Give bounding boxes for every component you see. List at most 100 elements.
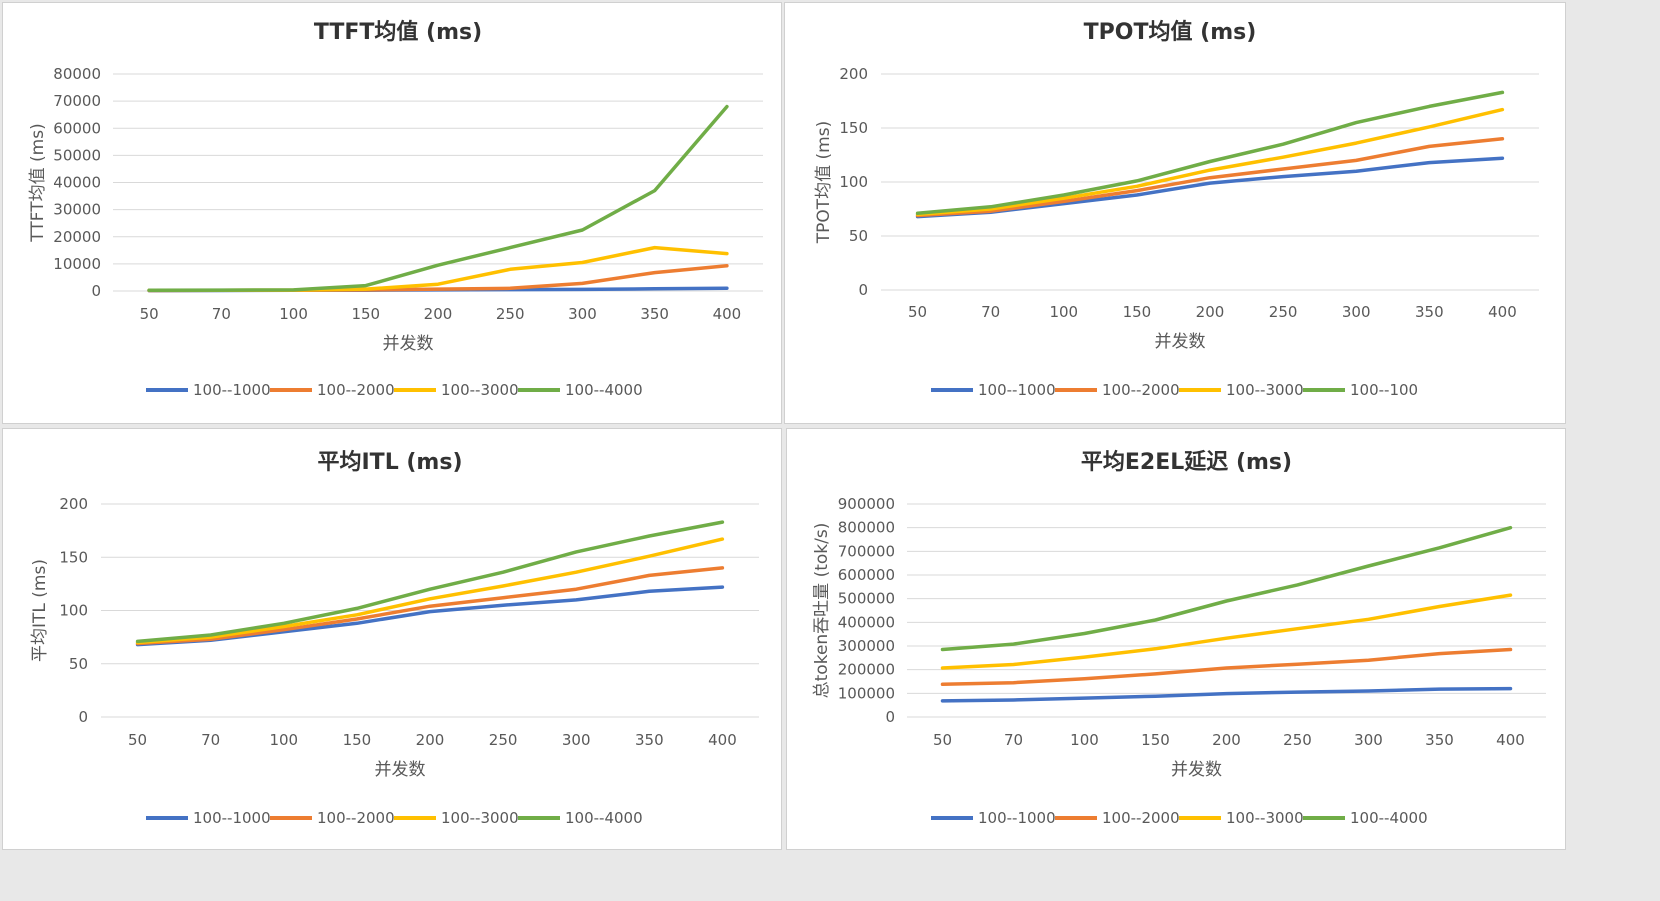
y-axis-label: 总token吞吐量 (tok/s) (812, 523, 832, 699)
y-tick-label: 100 (839, 173, 868, 191)
series-line-2 (147, 264, 729, 293)
series-line-4 (940, 525, 1513, 652)
legend-label: 100--1000 (978, 381, 1056, 399)
y-tick-label: 800000 (838, 519, 895, 537)
x-tick-label: 70 (212, 305, 231, 323)
series-line-3 (135, 537, 725, 645)
x-tick-label: 200 (1196, 303, 1225, 321)
y-tick-label: 70000 (53, 92, 101, 110)
y-tick-label: 40000 (53, 174, 101, 192)
x-tick-label: 150 (351, 305, 380, 323)
series-line-2 (940, 647, 1513, 687)
chart-svg: 平均E2EL延迟 (ms) 0 100000 200000 300000 400000 50… (812, 449, 1546, 827)
x-tick-label: 400 (1488, 303, 1517, 321)
x-tick-label: 250 (489, 731, 518, 749)
x-tick-label: 300 (1342, 303, 1371, 321)
y-tick-label: 30000 (53, 201, 101, 219)
x-tick-label: 100 (279, 305, 308, 323)
series-line-2 (915, 137, 1505, 218)
legend-label: 100--3000 (441, 381, 519, 399)
legend-label: 100--4000 (565, 381, 643, 399)
series-line-4 (147, 104, 729, 292)
x-tick-label: 300 (1354, 731, 1383, 749)
chart-svg: TPOT均值 (ms) 0 50 100 150 200 50 70 100 150 200 250 3… (814, 19, 1539, 399)
series-line-4 (135, 520, 725, 644)
y-tick-label: 50 (69, 655, 88, 673)
x-tick-label: 250 (1283, 731, 1312, 749)
y-tick-label: 150 (59, 548, 88, 566)
series-line-1 (940, 686, 1513, 703)
series-line-3 (940, 593, 1513, 670)
y-axis-label: TPOT均值 (ms) (814, 121, 834, 245)
chart-panel-itl: 平均ITL (ms) 0 50 100 150 200 50 70 100 150 200 250 30… (2, 428, 782, 850)
y-tick-label: 300000 (838, 637, 895, 655)
x-tick-label: 70 (201, 731, 220, 749)
y-axis-label: TTFT均值 (ms) (28, 123, 48, 242)
legend-label: 100--3000 (1226, 381, 1304, 399)
series-line-3 (915, 107, 1505, 217)
y-tick-label: 0 (885, 708, 895, 726)
legend-label: 100--1000 (978, 809, 1056, 827)
x-axis-label: 并发数 (1155, 332, 1206, 352)
legend-label: 100--1000 (193, 381, 271, 399)
x-tick-label: 300 (568, 305, 597, 323)
legend-label: 100--2000 (317, 809, 395, 827)
y-tick-label: 50 (849, 227, 868, 245)
x-tick-label: 150 (1141, 731, 1170, 749)
legend-label: 100--2000 (1102, 381, 1180, 399)
x-tick-label: 350 (635, 731, 664, 749)
chart-svg: 平均ITL (ms) 0 50 100 150 200 50 70 100 150 200 250 30… (30, 449, 759, 827)
x-tick-label: 400 (713, 305, 742, 323)
y-tick-label: 0 (91, 282, 101, 300)
y-tick-label: 700000 (838, 542, 895, 560)
chart-panel-ttft: TTFT均值 (ms) 0 10000 20000 30000 40000 50000 600… (2, 2, 782, 424)
y-tick-label: 200 (59, 495, 88, 513)
y-tick-label: 500000 (838, 590, 895, 608)
x-tick-label: 100 (269, 731, 298, 749)
y-tick-label: 60000 (53, 119, 101, 137)
x-tick-label: 300 (562, 731, 591, 749)
series-line-3 (147, 245, 729, 293)
x-tick-label: 70 (1004, 731, 1023, 749)
y-axis-label: 平均ITL (ms) (30, 559, 50, 662)
y-tick-label: 600000 (838, 566, 895, 584)
legend-label: 100--4000 (1350, 809, 1428, 827)
x-tick-label: 200 (416, 731, 445, 749)
x-tick-label: 250 (1269, 303, 1298, 321)
y-tick-label: 80000 (53, 65, 101, 83)
x-tick-label: 70 (981, 303, 1000, 321)
x-tick-label: 150 (1123, 303, 1152, 321)
y-tick-label: 400000 (838, 613, 895, 631)
legend-label: 100--2000 (1102, 809, 1180, 827)
y-tick-label: 200000 (838, 661, 895, 679)
y-tick-label: 0 (858, 281, 868, 299)
legend-label: 100--100 (1350, 381, 1418, 399)
y-tick-label: 900000 (838, 495, 895, 513)
x-tick-label: 50 (908, 303, 927, 321)
x-tick-label: 350 (1415, 303, 1444, 321)
x-axis-label: 并发数 (1171, 760, 1222, 780)
x-tick-label: 50 (128, 731, 147, 749)
x-tick-label: 100 (1049, 303, 1078, 321)
x-tick-label: 400 (708, 731, 737, 749)
legend-label: 100--3000 (1226, 809, 1304, 827)
y-tick-label: 150 (839, 119, 868, 137)
legend-label: 100--4000 (565, 809, 643, 827)
series-line-2 (135, 566, 725, 646)
x-axis-label: 并发数 (375, 760, 426, 780)
legend-label: 100--2000 (317, 381, 395, 399)
y-tick-label: 200 (839, 65, 868, 83)
x-tick-label: 50 (140, 305, 159, 323)
x-axis-label: 并发数 (383, 334, 434, 354)
y-tick-label: 100 (59, 602, 88, 620)
x-tick-label: 150 (343, 731, 372, 749)
x-tick-label: 250 (496, 305, 525, 323)
x-tick-label: 350 (640, 305, 669, 323)
chart-panel-tpot: TPOT均值 (ms) 0 50 100 150 200 50 70 100 150 200 250 3… (784, 2, 1566, 424)
chart-svg: TTFT均值 (ms) 0 10000 20000 30000 40000 50000 600… (28, 19, 763, 399)
x-tick-label: 200 (1212, 731, 1241, 749)
y-tick-label: 10000 (53, 255, 101, 273)
chart-panel-e2el: 平均E2EL延迟 (ms) 0 100000 200000 300000 400000 50… (786, 428, 1566, 850)
chart-title: TPOT均值 (ms) (1084, 19, 1257, 45)
